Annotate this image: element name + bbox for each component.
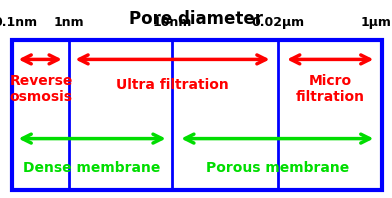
Text: Micro
filtration: Micro filtration — [296, 74, 365, 104]
Text: Reverse
osmosis: Reverse osmosis — [9, 74, 73, 104]
Bar — [12, 40, 382, 190]
Text: 1nm: 1nm — [53, 16, 84, 29]
Text: 0.02μm: 0.02μm — [252, 16, 305, 29]
Text: Pore diameter: Pore diameter — [129, 10, 263, 28]
Text: 10nm: 10nm — [153, 16, 192, 29]
Text: 0.1nm: 0.1nm — [0, 16, 38, 29]
Text: Dense membrane: Dense membrane — [24, 161, 161, 175]
Text: 1μm: 1μm — [361, 16, 392, 29]
Text: Porous membrane: Porous membrane — [206, 161, 349, 175]
Text: Ultra filtration: Ultra filtration — [116, 78, 229, 92]
